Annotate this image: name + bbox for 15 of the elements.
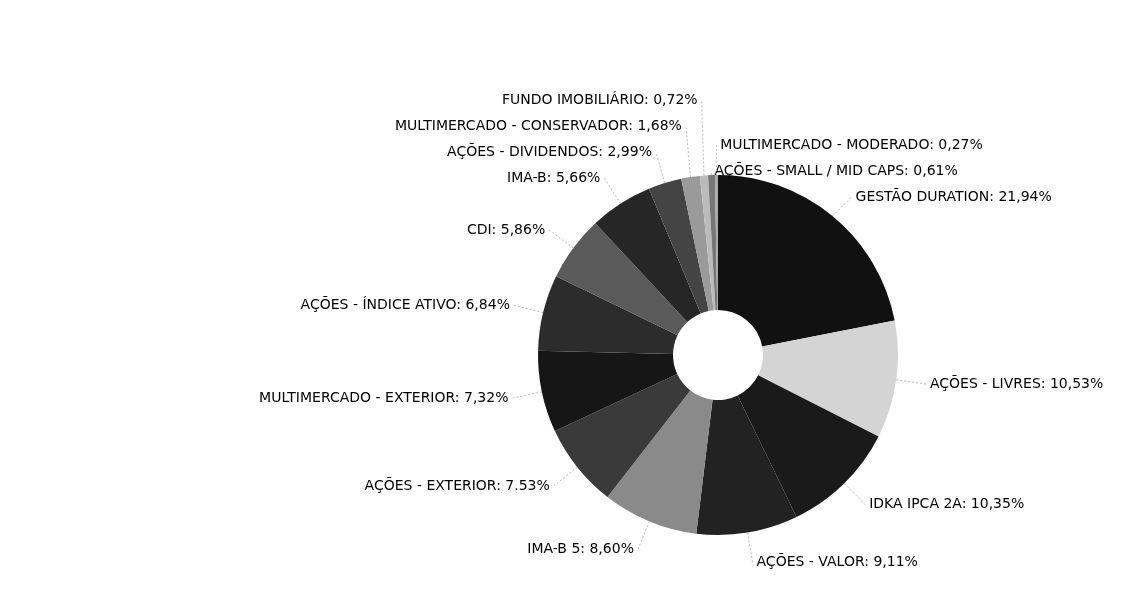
slice-label: IMA-B: 5,66%	[507, 169, 601, 186]
slice-label: AÇÕES - LIVRES: 10,53%	[929, 374, 1104, 391]
slice-label: AÇÕES - EXTERIOR: 7.53%	[364, 476, 550, 493]
slice-label: FUNDO IMOBILIÁRIO: 0,72%	[501, 91, 698, 108]
slice-label: IDKA IPCA 2A: 10,35%	[869, 495, 1025, 512]
slice-label: AÇÕES - DIVIDENDOS: 2,99%	[447, 143, 652, 160]
slice-label: CDI: 5,86%	[466, 220, 546, 237]
slice-label: IMA-B 5: 8,60%	[527, 539, 634, 556]
slice-label: MULTIMERCADO - EXTERIOR: 7,32%	[259, 388, 509, 405]
slice-label: MULTIMERCADO - MODERADO: 0,27%	[720, 135, 983, 152]
slice-label: MULTIMERCADO - CONSERVADOR: 1,68%	[395, 117, 682, 134]
slice-label: AÇÕES - SMALL / MID CAPS: 0,61%	[714, 161, 958, 178]
slice-label: AÇÕES - ÍNDICE ATIVO: 6,84%	[300, 296, 510, 313]
slice-label: GESTÃO DURATION: 21,94%	[855, 187, 1052, 204]
slice-label: AÇÕES - VALOR: 9,11%	[756, 552, 918, 569]
